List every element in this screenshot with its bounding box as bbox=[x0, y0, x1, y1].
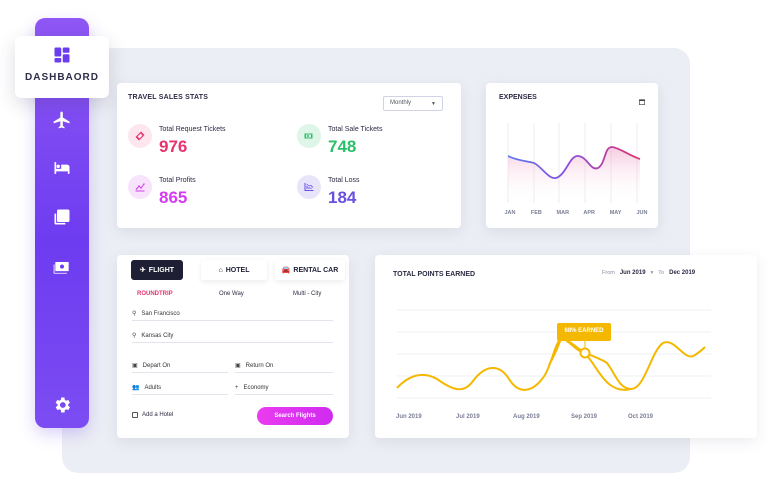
add-hotel-checkbox[interactable]: Add a Hotel bbox=[132, 412, 173, 418]
from-label: From bbox=[602, 270, 615, 276]
tab-label: FLIGHT bbox=[148, 266, 175, 274]
stat-label: Total Loss bbox=[328, 177, 360, 184]
month-label: JUN bbox=[636, 210, 648, 216]
calendar-icon[interactable] bbox=[638, 93, 646, 111]
depart-label: Depart On bbox=[142, 362, 171, 369]
add-hotel-label: Add a Hotel bbox=[142, 412, 174, 418]
calendar-icon: ▣ bbox=[235, 363, 241, 369]
points-line-chart bbox=[396, 309, 711, 399]
chevron-down-icon: ▾ bbox=[650, 270, 654, 276]
earned-badge-label: 68% EARNED bbox=[564, 328, 604, 334]
tab-rental-car[interactable]: 🚘 RENTAL CAR bbox=[275, 260, 345, 280]
points-title: TOTAL POINTS EARNED bbox=[393, 271, 476, 278]
stat-label: Total Profits bbox=[159, 177, 196, 184]
checkbox-icon bbox=[132, 412, 138, 418]
location-pin-icon: ⚲ bbox=[132, 311, 137, 317]
expenses-x-axis: JAN FEB MAR APR MAY JUN bbox=[496, 210, 656, 216]
month-label: Jun 2019 bbox=[396, 414, 422, 420]
car-icon: 🚘 bbox=[281, 267, 291, 274]
money-icon[interactable] bbox=[35, 257, 89, 277]
from-date-select[interactable]: Jun 2019 bbox=[619, 270, 646, 276]
expenses-area bbox=[508, 147, 640, 203]
points-line bbox=[396, 337, 706, 391]
stat-label: Total Request Tickets bbox=[159, 126, 226, 133]
month-label: Oct 2019 bbox=[628, 414, 654, 420]
depart-field[interactable]: ▣ Depart On bbox=[132, 359, 228, 373]
bed-icon[interactable] bbox=[35, 158, 89, 178]
return-label: Return On bbox=[245, 362, 274, 369]
money-icon bbox=[297, 124, 321, 148]
plane-icon: ✈ bbox=[139, 267, 146, 274]
plane-icon[interactable] bbox=[35, 110, 89, 130]
profit-chart-icon bbox=[128, 175, 152, 199]
points-marker[interactable] bbox=[579, 347, 591, 359]
tab-flight[interactable]: ✈ FLIGHT bbox=[131, 260, 183, 280]
tab-label: RENTAL CAR bbox=[293, 266, 339, 274]
return-field[interactable]: ▣ Return On bbox=[235, 359, 333, 373]
class-value: Economy bbox=[243, 384, 269, 391]
trip-roundtrip[interactable]: ROUNDTRIP bbox=[137, 291, 173, 297]
to-label: To bbox=[658, 270, 665, 276]
location-pin-icon: ⚲ bbox=[132, 333, 137, 339]
travel-sales-title: TRAVEL SALES STATS bbox=[128, 94, 209, 101]
sidebar-item-dashboard[interactable]: DASHBAORD bbox=[15, 36, 109, 98]
sidebar-dashboard-label: DASHBAORD bbox=[25, 72, 99, 83]
stat-value: 748 bbox=[328, 137, 357, 156]
stat-label: Total Sale Tickets bbox=[328, 126, 383, 133]
booking-card: ✈ FLIGHT ⌂ HOTEL 🚘 RENTAL CAR ROUNDTRIP … bbox=[117, 255, 349, 438]
month-label: Sep 2019 bbox=[571, 414, 598, 420]
month-label: Aug 2019 bbox=[513, 414, 540, 420]
class-field[interactable]: + Economy bbox=[235, 381, 333, 395]
plus-icon: + bbox=[235, 384, 239, 391]
passengers-value: Adults bbox=[144, 384, 162, 391]
home-icon: ⌂ bbox=[218, 266, 223, 274]
calendar-icon: ▣ bbox=[132, 363, 138, 369]
passengers-field[interactable]: 👥 Adults bbox=[132, 381, 228, 395]
to-date-select[interactable]: Dec 2019 bbox=[669, 270, 696, 276]
loss-chart-icon bbox=[297, 175, 321, 199]
month-label: Jul 2019 bbox=[456, 414, 480, 420]
expenses-line-chart bbox=[507, 123, 641, 203]
stat-value: 865 bbox=[159, 188, 188, 207]
to-field[interactable]: ⚲ Kansas City bbox=[132, 329, 333, 343]
stat-value: 184 bbox=[328, 188, 357, 207]
points-card: TOTAL POINTS EARNED From Jun 2019 ▾ To D… bbox=[375, 255, 757, 438]
month-label: JAN bbox=[504, 210, 516, 216]
from-value: San Francisco bbox=[141, 310, 180, 317]
copy-icon[interactable] bbox=[35, 207, 89, 227]
users-icon: 👥 bbox=[132, 385, 140, 391]
travel-sales-card: TRAVEL SALES STATS Monthly ▼ Total Reque… bbox=[117, 83, 461, 228]
from-field[interactable]: ⚲ San Francisco bbox=[132, 307, 333, 321]
month-label: MAY bbox=[609, 210, 622, 216]
date-range: From Jun 2019 ▾ To Dec 2019 bbox=[602, 270, 695, 276]
tab-label: HOTEL bbox=[225, 266, 250, 274]
expenses-line bbox=[507, 146, 641, 179]
month-label: APR bbox=[583, 210, 595, 216]
month-label: FEB bbox=[530, 210, 542, 216]
search-flights-button[interactable]: Search Flights bbox=[257, 407, 333, 425]
ticket-icon bbox=[128, 124, 152, 148]
expenses-title: EXPENSES bbox=[499, 94, 537, 101]
trip-multi-city[interactable]: Multi - City bbox=[293, 291, 322, 297]
period-value: Monthly bbox=[390, 100, 412, 106]
gear-icon[interactable] bbox=[35, 395, 89, 415]
to-value: Kansas City bbox=[141, 332, 174, 339]
points-line-segment bbox=[548, 337, 632, 391]
month-label: MAR bbox=[556, 210, 570, 216]
expenses-card: EXPENSES JAN FEB MAR bbox=[486, 83, 658, 228]
stat-value: 976 bbox=[159, 137, 188, 156]
points-gridlines bbox=[397, 309, 711, 399]
earned-badge bbox=[557, 323, 611, 341]
dashboard-icon bbox=[54, 47, 70, 63]
tab-hotel[interactable]: ⌂ HOTEL bbox=[201, 260, 267, 280]
period-select[interactable]: Monthly ▼ bbox=[383, 96, 443, 111]
chevron-down-icon: ▼ bbox=[431, 101, 436, 107]
trip-one-way[interactable]: One Way bbox=[219, 291, 244, 297]
